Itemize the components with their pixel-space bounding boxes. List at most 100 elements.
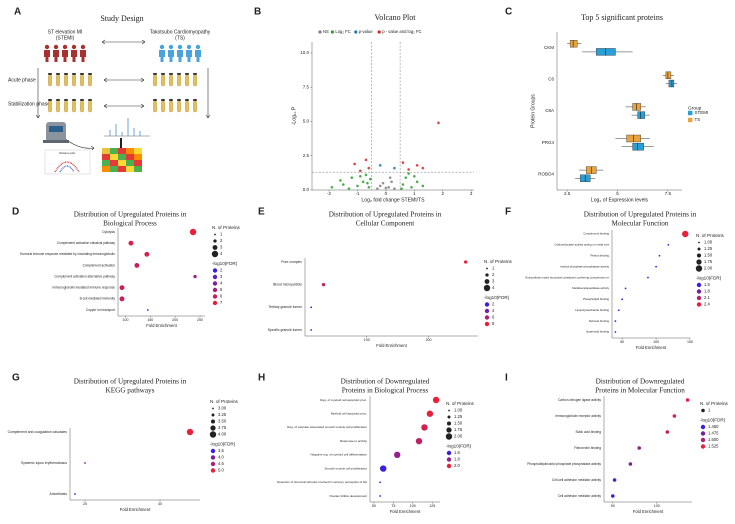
x-axis-label: Log₂ of Expression levels	[591, 198, 649, 204]
arrows	[35, 39, 211, 151]
point	[388, 176, 392, 179]
dot	[134, 262, 140, 268]
tube-icon	[152, 72, 158, 87]
arrow	[103, 103, 145, 109]
dot	[379, 495, 382, 497]
tube-icon	[176, 98, 182, 113]
legend-title: N. of Proteins	[484, 259, 513, 264]
heat-cell	[110, 148, 118, 154]
legend-title: N. of Proteins	[210, 399, 239, 404]
legend-size	[446, 421, 452, 426]
point	[381, 181, 385, 185]
dot	[655, 265, 657, 268]
legend-color	[700, 437, 706, 443]
legend-size	[446, 427, 452, 433]
stemi-people	[44, 44, 86, 62]
legend-label: 2.4	[704, 302, 710, 307]
dot	[614, 331, 617, 333]
x-axis-label: Fold Enrichment	[120, 507, 151, 512]
x-tick-label: 0	[385, 191, 388, 196]
point	[437, 121, 440, 125]
legend-title: -log10(FDR)	[484, 295, 510, 300]
heat-cell	[102, 154, 110, 160]
legend-label: NS	[323, 29, 329, 34]
legend-color	[212, 294, 218, 299]
category-label: Specific granule lumen	[268, 328, 302, 332]
y-tick-label: CKM	[544, 45, 554, 50]
tube-icon	[71, 72, 77, 87]
legend-size	[696, 253, 702, 258]
dot	[647, 276, 649, 279]
dot	[128, 240, 134, 246]
point	[400, 187, 403, 190]
dot	[380, 465, 387, 472]
legend-color	[700, 431, 706, 436]
legend-label: 3.25	[218, 412, 227, 417]
x-tick-label: 100	[122, 318, 128, 322]
tube-icon	[184, 72, 190, 87]
point	[421, 166, 425, 170]
dot	[74, 493, 76, 495]
legend-label: 3	[220, 245, 223, 250]
x-tick-label: 100	[410, 504, 416, 508]
group-label: ST elevation MI	[48, 29, 83, 35]
spectrum	[104, 118, 150, 137]
legend-color	[210, 468, 216, 473]
point	[401, 161, 405, 164]
legend-color	[212, 281, 218, 286]
tube-icon	[87, 72, 93, 87]
tube-icon	[63, 98, 69, 113]
legend-label: 6	[220, 294, 223, 299]
x-axis-label: Fold Enrichment	[146, 323, 177, 328]
legend-label: 7	[220, 300, 223, 305]
category-label: Extracellular matrix structural constitu…	[526, 275, 610, 279]
panel-letter: F	[505, 207, 511, 218]
dot	[310, 329, 313, 331]
x-tick-label: 25	[83, 502, 87, 506]
heat-cell	[118, 160, 126, 166]
x-tick-label: 2	[441, 191, 444, 196]
y-tick-label: 7.5	[303, 84, 310, 89]
legend-label: 3	[220, 274, 223, 279]
legend-label: 3.50	[218, 419, 227, 424]
category-label: Ovarian follicle development	[329, 494, 367, 498]
legend-color	[484, 302, 490, 307]
legend-label: 3	[492, 279, 495, 284]
panel-title: Distribution of Downregulated	[596, 378, 685, 386]
legend-label: 4.00	[218, 432, 227, 437]
x-tick-label: 150	[687, 340, 693, 344]
heat-cell	[126, 166, 134, 172]
legend-label: 2	[220, 238, 223, 243]
category-label: Metalloendopeptidase activity	[572, 286, 609, 290]
tube-icon	[192, 72, 198, 87]
category-label: Complement activation alternative pathwa…	[54, 274, 115, 278]
category-label: Complement and coagulation cascades	[8, 430, 68, 434]
dot	[617, 309, 620, 312]
point	[415, 164, 419, 167]
legend-label: 1.00	[454, 408, 463, 413]
dot	[426, 410, 434, 417]
y-tick-label: 5.0	[303, 119, 310, 124]
category-label: Immunoglobulin mediated immune response	[52, 286, 115, 290]
dot	[611, 494, 615, 498]
legend-label: p-value	[359, 29, 373, 34]
panel-letter: E	[258, 207, 265, 218]
point	[376, 187, 379, 190]
dot	[119, 296, 125, 302]
category-label: Complement binding	[583, 232, 609, 236]
dot	[421, 424, 428, 431]
legend-color	[446, 450, 452, 456]
heat-cell	[102, 148, 110, 154]
dot	[621, 298, 624, 301]
dot	[310, 306, 313, 309]
dot	[189, 228, 197, 236]
category-label: Complement activation	[83, 263, 116, 267]
legend-size	[212, 407, 214, 410]
x-tick-label: -2	[327, 191, 331, 196]
legend-label: 1.50	[454, 421, 463, 426]
point	[415, 180, 419, 184]
tube-icon	[71, 98, 77, 113]
y-tick-label: C8A	[545, 108, 554, 113]
point	[339, 179, 342, 182]
